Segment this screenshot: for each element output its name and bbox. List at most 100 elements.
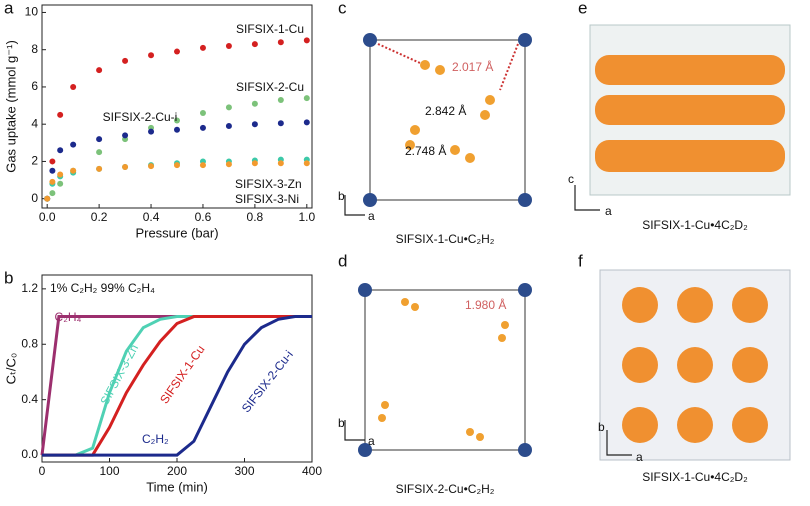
- data-point: [57, 147, 64, 154]
- axis-label: a: [368, 209, 375, 223]
- caption: SIFSIX-1-Cu•4C₂D₂: [642, 218, 748, 232]
- axis-label: b: [598, 420, 605, 434]
- axis-label: a: [368, 434, 375, 448]
- x-tick-label: 0.6: [195, 210, 212, 224]
- distance: 2.748 Å: [405, 143, 446, 158]
- panel-c: c 2.017 Å 2.842 Å 2.748 Å b a SIFSIX-1-C…: [338, 0, 532, 246]
- panel-label: b: [4, 268, 13, 287]
- series-label: SIFSIX-2-Cu: [236, 80, 304, 94]
- series-label: SIFSIX-3-Zn: [235, 177, 302, 191]
- series-label: SIFSIX-3-Ni: [235, 192, 299, 206]
- axis-label: a: [605, 204, 612, 218]
- x-tick-label: 400: [302, 464, 322, 478]
- caption: SIFSIX-1-Cu•4C₂D₂: [642, 470, 748, 484]
- metal-node: [358, 283, 372, 297]
- metal-node: [518, 193, 532, 207]
- axis-arrows: [606, 430, 632, 456]
- data-point: [251, 100, 258, 107]
- x-tick-label: 0.8: [247, 210, 264, 224]
- data-point: [122, 57, 129, 64]
- metal-node: [518, 443, 532, 457]
- data-point: [199, 110, 206, 117]
- data-point: [225, 123, 232, 130]
- series-label: C₂H₄: [55, 310, 82, 324]
- data-point: [174, 162, 180, 169]
- series-label: SIFSIX-1-Cu: [236, 22, 304, 36]
- data-point: [303, 37, 310, 44]
- axis-arrows: [344, 420, 365, 441]
- data-point: [49, 178, 56, 185]
- x-tick-label: 0: [39, 464, 46, 478]
- axis-label: c: [568, 172, 574, 186]
- annotation: C₂H₂: [142, 432, 169, 446]
- data-point: [57, 180, 64, 187]
- x-axis-label: Pressure (bar): [135, 225, 218, 240]
- guest-layer: [595, 140, 785, 172]
- distance: 2.842 Å: [425, 103, 466, 118]
- series-label: SIFSIX-3-Zn: [97, 342, 141, 407]
- data-point: [70, 141, 77, 148]
- metal-node: [358, 443, 372, 457]
- plot-frame: [41, 4, 313, 209]
- data-point: [199, 162, 206, 169]
- x-tick-label: 0.2: [91, 210, 108, 224]
- data-point: [49, 190, 56, 197]
- x-tick-label: 0.0: [39, 210, 56, 224]
- metal-node: [518, 283, 532, 297]
- panel-e: e c a SIFSIX-1-Cu•4C₂D₂: [568, 0, 791, 232]
- data-point: [44, 195, 51, 202]
- x-axis-label: Time (min): [146, 479, 208, 494]
- data-point: [251, 121, 258, 128]
- data-point: [199, 124, 206, 131]
- guest-layer: [595, 55, 785, 85]
- guest-molecules: [378, 298, 509, 441]
- data-point: [96, 67, 103, 74]
- metal-node: [363, 193, 377, 207]
- y-tick-label: 1.2: [21, 281, 38, 295]
- data-point: [303, 95, 310, 102]
- y-tick-label: 8: [31, 42, 38, 56]
- data-point: [225, 104, 232, 111]
- panel-label: f: [578, 251, 583, 270]
- panel-f: f b a SIFSIX-1-Cu•4C₂D₂: [578, 251, 791, 484]
- axis-label: a: [636, 450, 643, 464]
- y-tick-label: 2: [31, 154, 38, 168]
- data-point: [251, 160, 258, 167]
- h-bond: [499, 43, 519, 91]
- data-point: [277, 96, 284, 103]
- x-tick-label: 0.4: [143, 210, 160, 224]
- data-point: [57, 171, 64, 178]
- x-tick-label: 1.0: [298, 210, 315, 224]
- panel-label: c: [338, 0, 347, 17]
- distance: 1.980 Å: [465, 297, 506, 312]
- series-label: SIFSIX-2-Cu-i: [239, 348, 296, 415]
- data-point: [148, 52, 155, 59]
- data-point: [122, 164, 129, 171]
- axis-arrows: [344, 195, 365, 216]
- data-point: [174, 48, 180, 55]
- data-point: [49, 158, 56, 165]
- data-point: [251, 41, 258, 48]
- series-line: [42, 315, 312, 457]
- h-bond: [377, 43, 421, 64]
- x-tick-label: 200: [167, 464, 187, 478]
- y-tick-label: 4: [31, 116, 38, 130]
- panel-label: a: [4, 0, 14, 17]
- y-axis-label: Cₜ/C₀: [3, 353, 18, 385]
- guest-molecules: [405, 60, 495, 163]
- y-tick-label: 6: [31, 79, 38, 93]
- data-point: [303, 119, 310, 126]
- y-tick-label: 0.8: [21, 336, 38, 350]
- panel-label: e: [578, 0, 587, 17]
- data-point: [49, 167, 56, 174]
- guest-layer: [595, 95, 785, 125]
- series-label: SIFSIX-2-Cu-i: [103, 110, 178, 124]
- data-point: [277, 160, 284, 167]
- annotation: 1% C₂H₂ 99% C₂H₄: [50, 281, 155, 295]
- data-point: [148, 128, 155, 135]
- caption: SIFSIX-1-Cu•C₂H₂: [396, 232, 495, 246]
- data-point: [148, 163, 155, 170]
- data-point: [96, 136, 103, 143]
